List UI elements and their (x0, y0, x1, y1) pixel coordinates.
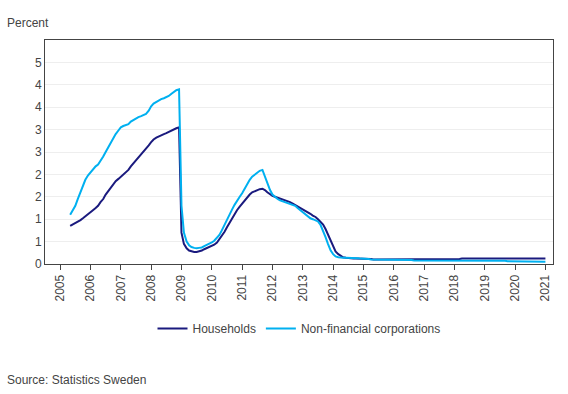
svg-text:2012: 2012 (265, 274, 279, 301)
svg-text:2009: 2009 (174, 274, 188, 301)
svg-text:Percent: Percent (7, 16, 49, 30)
svg-text:2013: 2013 (296, 274, 310, 301)
svg-text:2007: 2007 (114, 274, 128, 301)
svg-text:Non-financial corporations: Non-financial corporations (301, 322, 440, 336)
svg-text:2019: 2019 (478, 274, 492, 301)
svg-text:2011: 2011 (235, 274, 249, 300)
svg-text:2014: 2014 (326, 274, 340, 301)
svg-text:1: 1 (35, 235, 42, 249)
svg-text:2008: 2008 (144, 274, 158, 301)
svg-text:2021: 2021 (538, 274, 552, 301)
svg-text:Households: Households (193, 322, 256, 336)
svg-text:2016: 2016 (387, 274, 401, 301)
svg-text:3: 3 (35, 123, 42, 137)
svg-text:2020: 2020 (508, 274, 522, 301)
svg-text:1: 1 (35, 212, 42, 226)
svg-text:0: 0 (35, 257, 42, 271)
svg-text:2: 2 (35, 168, 42, 182)
svg-text:3: 3 (35, 145, 42, 159)
svg-text:4: 4 (35, 78, 42, 92)
svg-text:2005: 2005 (53, 274, 67, 301)
svg-text:2018: 2018 (447, 274, 461, 301)
svg-text:2006: 2006 (83, 274, 97, 301)
svg-text:Source: Statistics Sweden: Source: Statistics Sweden (7, 373, 146, 387)
svg-text:4: 4 (35, 100, 42, 114)
svg-text:2017: 2017 (417, 274, 431, 301)
svg-text:2015: 2015 (356, 274, 370, 301)
svg-text:2: 2 (35, 190, 42, 204)
svg-text:2010: 2010 (205, 274, 219, 301)
svg-text:5: 5 (35, 56, 42, 70)
